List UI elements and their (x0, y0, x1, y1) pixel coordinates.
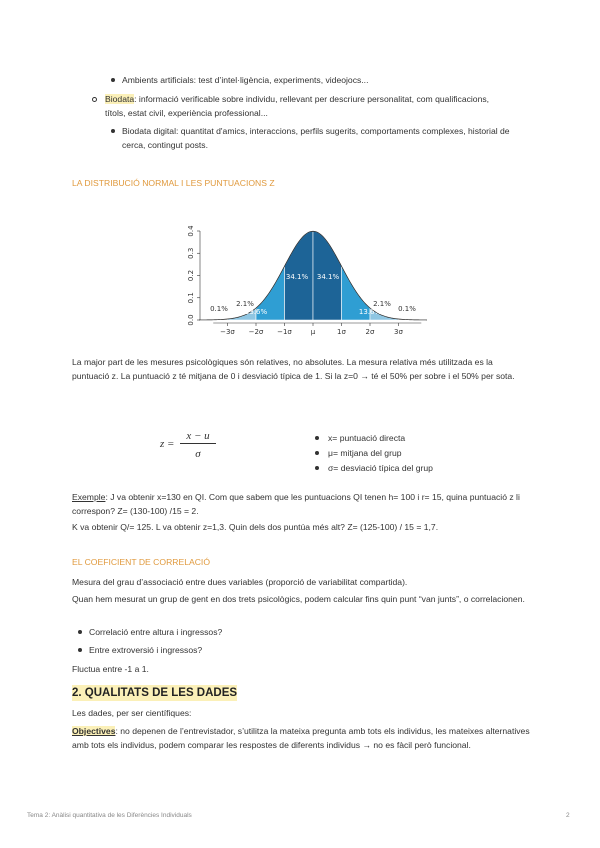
list-item: x= puntuació directa (328, 433, 406, 443)
paragraph: Quan hem mesurat un grup de gent en dos … (72, 594, 525, 604)
x-tick-label: 3σ (394, 328, 403, 336)
region-label: 0.1% (398, 305, 416, 313)
paragraph: Objectives: no depenen de l’entrevistado… (72, 724, 534, 752)
paragraph: K va obtenir Q/= 125. L va obtenir z=1,3… (72, 522, 439, 532)
paragraph: Fluctua entre -1 a 1. (72, 664, 149, 674)
region-label: 34.1% (317, 273, 340, 281)
term: Biodata (105, 94, 135, 104)
bullet (78, 630, 82, 634)
formula-numerator: x − u (180, 429, 216, 444)
text: : no depenen de l’entrevistador, s’utili… (72, 726, 530, 750)
curve (198, 230, 428, 321)
y-tick-label: 0.4 (187, 225, 195, 237)
y-tick-label: 0.3 (187, 248, 195, 259)
x-tick-label: μ (311, 328, 316, 336)
x-tick-label: −3σ (220, 328, 235, 336)
x-tick-label: −2σ (249, 328, 264, 336)
page-number: 2 (566, 812, 570, 819)
bullet (315, 466, 319, 470)
paragraph: Mesura del grau d’associació entre dues … (72, 577, 408, 587)
y-tick-label: 0.1 (187, 292, 195, 303)
paragraph: La major part de les mesures psicològiqu… (72, 357, 515, 381)
region-label: 0.1% (210, 305, 228, 313)
bullet (315, 436, 319, 440)
term: Exemple (72, 492, 106, 502)
list-item: Biodata digital: quantitat d'amics, inte… (122, 126, 510, 150)
region-label: 13.6% (359, 308, 382, 316)
formula-denominator: σ (195, 448, 201, 460)
normal-chart: 0.00.10.20.30.4−3σ −2σ −1σ μ 1σ 2σ 3σ0.1%2.1%1… (187, 225, 428, 336)
list-item: Ambients artificials: test d’intel·ligèn… (122, 75, 369, 85)
section-heading: EL COEFICIENT DE CORRELACIÓ (72, 557, 211, 567)
region-label: 34.1% (286, 273, 309, 281)
paragraph: Exemple: J va obtenir x=130 en QI. Com q… (72, 490, 532, 518)
x-tick-label: −1σ (277, 328, 292, 336)
list-item: μ= mitjana del grup (328, 448, 402, 458)
bullet (111, 129, 115, 133)
x-tick-label: 1σ (337, 328, 346, 336)
bullet (111, 78, 115, 82)
term: Objectives (72, 726, 116, 736)
bullet (92, 97, 97, 102)
text: : informació verificable sobre individu,… (105, 94, 490, 118)
list-item: Entre extroversió i ingressos? (89, 645, 203, 655)
footer: Tema 2: Anàlisi quantitativa de les Dife… (27, 812, 192, 819)
list-item: Correlació entre altura i ingressos? (89, 627, 223, 637)
region-label: 2.1% (373, 300, 391, 308)
x-tick-label: 2σ (366, 328, 375, 336)
region-label: 2.1% (236, 300, 254, 308)
bullet (315, 451, 319, 455)
text: : J va obtenir x=130 en QI. Com que sabe… (72, 492, 520, 516)
list-item: σ= desviació típica del grup (328, 463, 433, 473)
bullet (78, 648, 82, 652)
region-label: 13.6% (245, 308, 268, 316)
formula-lhs: z = (160, 438, 175, 450)
chapter-heading: 2. QUALITATS DE LES DADES (72, 685, 238, 701)
y-tick-label: 0.2 (187, 270, 195, 281)
y-tick-label: 0.0 (187, 314, 195, 325)
list-item: Biodata: informació verificable sobre in… (105, 92, 505, 120)
section-heading: LA DISTRIBUCIÓ NORMAL I LES PUNTUACIONS … (72, 178, 275, 188)
paragraph: Les dades, per ser científiques: (72, 708, 192, 718)
